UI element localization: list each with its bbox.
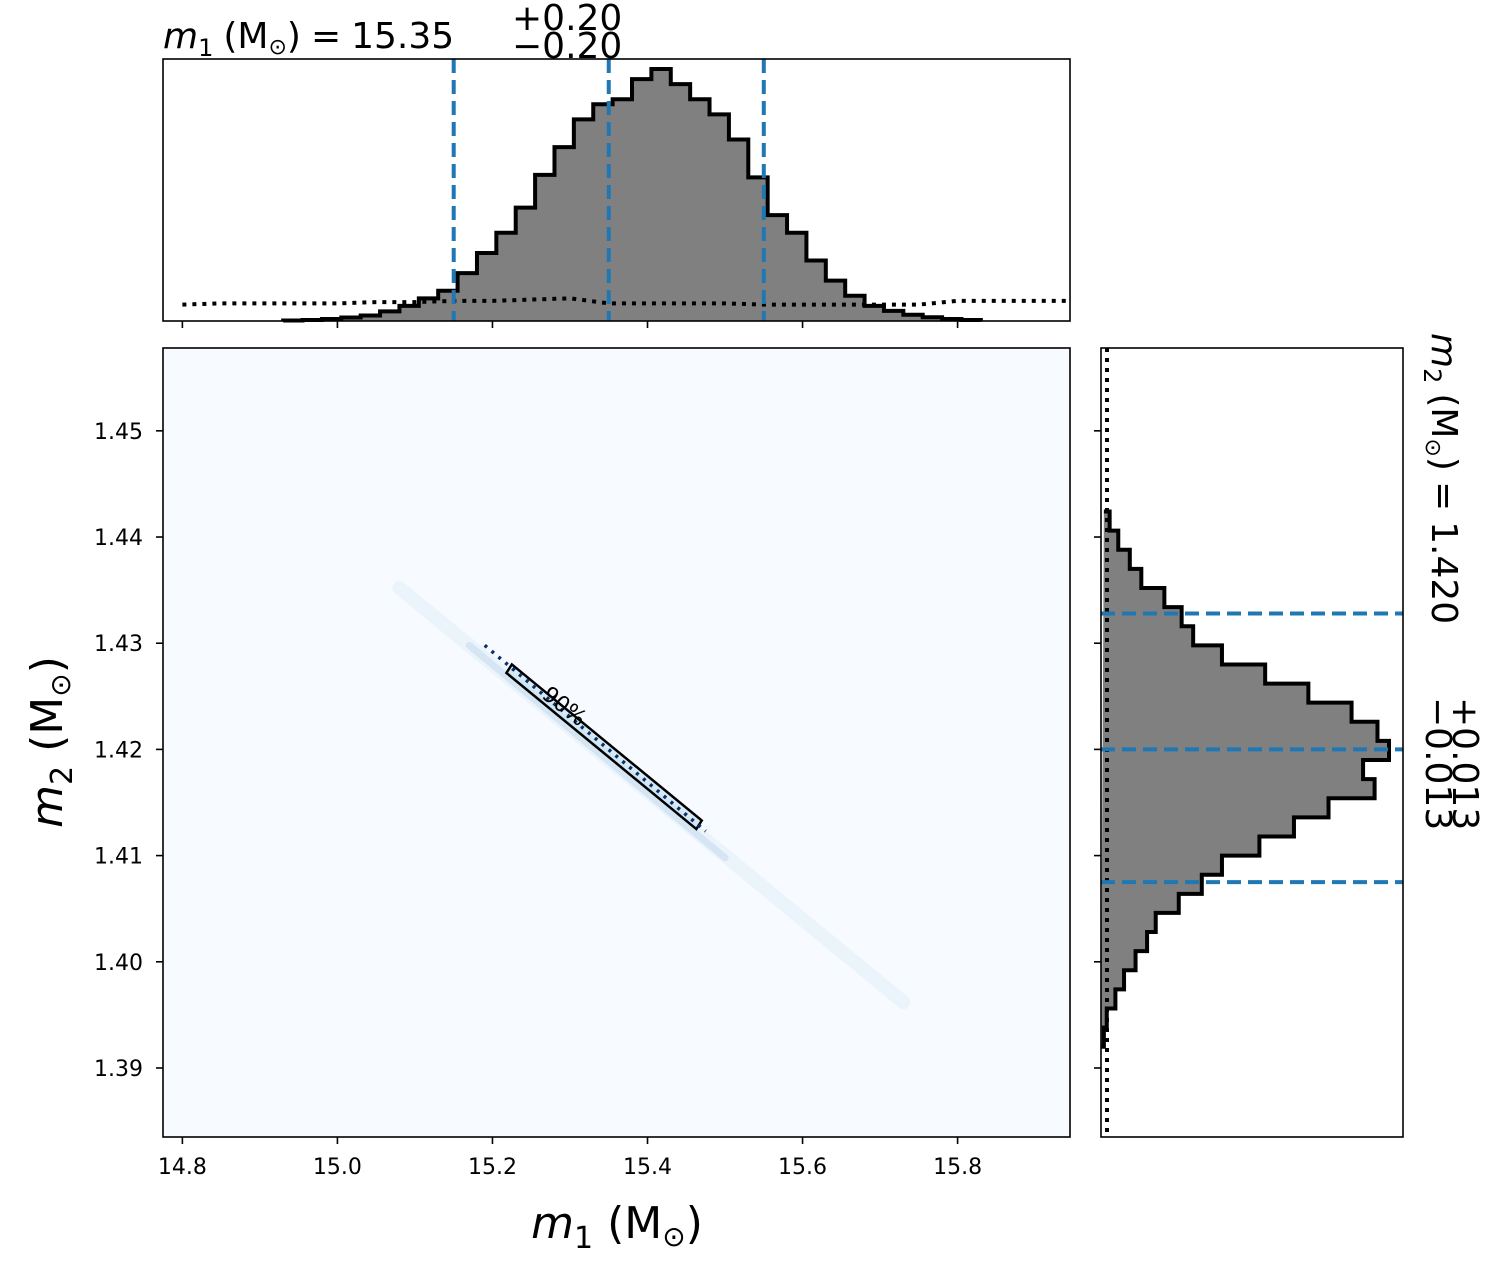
y-tick-label: 1.41 [94, 845, 143, 870]
density-ridge-inner [465, 641, 729, 862]
joint-background [163, 348, 1070, 1137]
joint-density [392, 580, 911, 1010]
x-tick-label: 15.8 [933, 1155, 982, 1180]
m2-marginal-ticks [1094, 430, 1101, 1069]
m2-quantile-lines [1101, 611, 1403, 885]
x-axis-label: m1 (M⊙) [531, 1198, 703, 1256]
m2-title-err-minus: −0.013 [1417, 697, 1458, 830]
m2-hist-edge [1101, 509, 1391, 1049]
joint-sample-track [483, 643, 707, 833]
y-tick-label: 1.40 [94, 951, 143, 976]
m1-title-eq: = [311, 16, 341, 57]
m2-marginal-title: m2(M⊙)=1.420 [1418, 333, 1464, 624]
x-tick-label: 15.4 [623, 1155, 672, 1180]
m2-histogram [1101, 509, 1391, 1049]
m1-title-unit: (M [223, 16, 268, 57]
m2-marginal-panel: m2(M⊙)=1.420 +0.013 −0.013 [1094, 333, 1485, 1138]
y-tick-label: 1.43 [94, 632, 143, 657]
m1-title-close: ) [287, 16, 301, 57]
joint-panel: 14.8 15.0 15.2 15.4 15.6 15.8 1.39 1.40 1.41 1.42… [22, 347, 1071, 1256]
joint-ticks: 14.8 15.0 15.2 15.4 15.6 15.8 1.39 1.40 1.41 1.42… [94, 420, 982, 1180]
m1-title-err-minus: −0.20 [512, 26, 622, 67]
m1-title-err-plus: +0.20 [512, 0, 622, 39]
m1-prior [182, 296, 1067, 307]
m1-prior-line [182, 296, 1067, 307]
m1-title-sub: 1 [198, 34, 213, 62]
m2-title-err-plus: +0.013 [1444, 697, 1485, 830]
m1-marginal-title: m1 (M⊙) = 15.35 [163, 16, 454, 62]
m1-title-sun: ⊙ [268, 35, 286, 60]
m1-marginal-panel: m1 (M⊙) = 15.35 +0.20 −0.20 [162, 0, 1071, 328]
m1-marginal-ticks [181, 321, 959, 328]
m1-title-median: 15.35 [351, 16, 454, 57]
y-axis-label: m2(M⊙) [22, 656, 80, 828]
contour-90 [483, 643, 707, 833]
x-tick-label: 14.8 [158, 1155, 207, 1180]
y-tick-label: 1.42 [94, 738, 143, 763]
y-tick-label: 1.39 [94, 1057, 143, 1082]
y-tick-label: 1.45 [94, 420, 143, 445]
y-tick-label: 1.44 [94, 526, 143, 551]
m1-quantile-lines [451, 59, 766, 321]
m1-title-var: m [163, 16, 198, 57]
x-tick-label: 15.2 [468, 1155, 517, 1180]
x-tick-label: 15.6 [778, 1155, 827, 1180]
x-tick-label: 15.0 [313, 1155, 362, 1180]
